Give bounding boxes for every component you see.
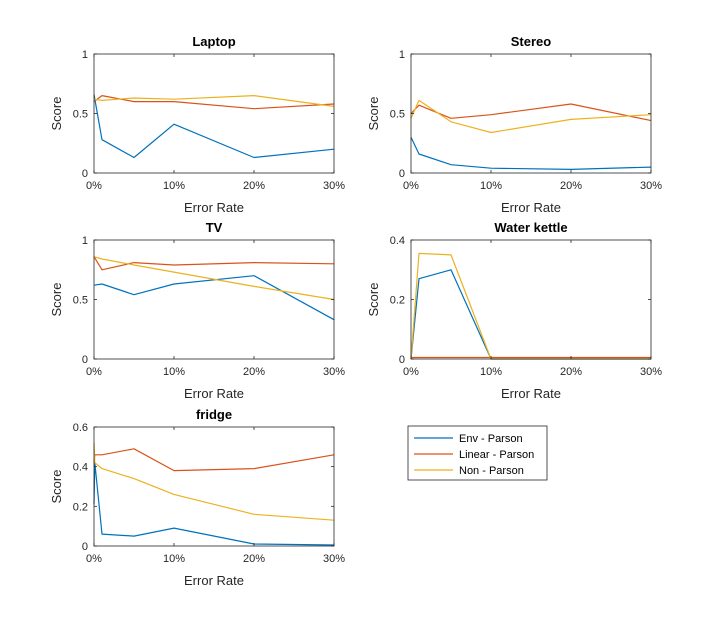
x-tick-label: 20% <box>243 180 265 192</box>
plot-area <box>94 427 334 546</box>
x-tick-label: 0% <box>403 366 419 378</box>
subplot-4: 0% 10% 20% 30% 0 0.2 0.4 Water kettle Error Rate… <box>366 220 662 401</box>
series-line-3 <box>93 442 335 521</box>
x-axis-label: Error Rate <box>184 386 244 401</box>
x-tick-label: 30% <box>323 366 345 378</box>
plot-area <box>411 54 651 173</box>
y-axis-label: Score <box>49 283 64 317</box>
y-axis-label: Score <box>366 97 381 131</box>
x-tick-label: 10% <box>163 180 185 192</box>
series-line-3 <box>410 99 652 134</box>
x-tick-label: 10% <box>163 366 185 378</box>
legend-box <box>407 425 548 481</box>
series-line-1 <box>93 94 335 159</box>
x-tick-label: 0% <box>86 180 102 192</box>
subplot-title: fridge <box>196 407 232 422</box>
y-tick-label: 0 <box>399 354 405 366</box>
plot-area <box>411 240 651 359</box>
y-tick-label: 0.5 <box>390 109 405 121</box>
x-tick-label: 30% <box>323 180 345 192</box>
subplot-5: 0% 10% 20% 30% 0 0.2 0.4 0.6 fridge Error Rate Sco… <box>49 407 345 588</box>
legend-label: Linear - Parson <box>459 449 534 461</box>
x-tick-label: 20% <box>243 366 265 378</box>
subplot-title: Stereo <box>511 34 552 49</box>
x-tick-label: 10% <box>163 553 185 565</box>
series-line-3 <box>93 256 335 301</box>
series-line-1 <box>93 275 335 321</box>
subplot-3: 0% 10% 20% 30% 0 0.5 1 TV Error Rate Score <box>49 220 345 401</box>
y-tick-label: 1 <box>399 49 405 61</box>
legend-label: Env - Parson <box>459 433 523 445</box>
x-axis-label: Error Rate <box>184 573 244 588</box>
y-tick-label: 0 <box>82 541 88 553</box>
series-line-2 <box>410 103 652 122</box>
series-line-2 <box>93 256 335 271</box>
plot-area <box>94 240 334 359</box>
subplot-1: 0% 10% 20% 30% 0 0.5 1 Laptop Error Rate Score <box>49 34 345 215</box>
subplot-2: 0% 10% 20% 30% 0 0.5 1 Stereo Error Rate Score <box>366 34 662 215</box>
x-axis-label: Error Rate <box>501 386 561 401</box>
subplot-title: Water kettle <box>494 220 567 235</box>
y-tick-label: 0.2 <box>390 295 405 307</box>
series-line-2 <box>93 94 335 110</box>
y-tick-label: 0.4 <box>390 235 405 247</box>
x-tick-label: 0% <box>86 553 102 565</box>
x-axis-label: Error Rate <box>501 200 561 215</box>
x-axis-label: Error Rate <box>184 200 244 215</box>
subplot-title: Laptop <box>192 34 235 49</box>
x-tick-label: 0% <box>86 366 102 378</box>
x-tick-label: 30% <box>640 366 662 378</box>
y-tick-label: 0 <box>82 168 88 180</box>
x-tick-label: 30% <box>640 180 662 192</box>
x-tick-label: 0% <box>403 180 419 192</box>
legend: Env - Parson Linear - Parson Non - Parson <box>407 425 548 481</box>
y-tick-label: 1 <box>82 49 88 61</box>
y-tick-label: 0.2 <box>73 501 88 513</box>
y-axis-label: Score <box>49 97 64 131</box>
y-axis-label: Score <box>366 283 381 317</box>
subplot-title: TV <box>206 220 223 235</box>
series-line-1 <box>410 137 652 170</box>
y-tick-label: 0.5 <box>73 295 88 307</box>
x-tick-label: 20% <box>560 366 582 378</box>
axes-box <box>93 426 335 547</box>
y-tick-label: 1 <box>82 235 88 247</box>
y-tick-label: 0.4 <box>73 462 88 474</box>
y-tick-label: 0 <box>82 354 88 366</box>
x-tick-label: 20% <box>243 553 265 565</box>
y-tick-label: 0.5 <box>73 109 88 121</box>
x-tick-label: 30% <box>323 553 345 565</box>
y-tick-label: 0 <box>399 168 405 180</box>
y-axis-label: Score <box>49 470 64 504</box>
x-tick-label: 20% <box>560 180 582 192</box>
series-line-3 <box>93 94 335 107</box>
y-tick-label: 0.6 <box>73 422 88 434</box>
legend-label: Non - Parson <box>459 465 524 477</box>
x-tick-label: 10% <box>480 366 502 378</box>
x-tick-label: 10% <box>480 180 502 192</box>
